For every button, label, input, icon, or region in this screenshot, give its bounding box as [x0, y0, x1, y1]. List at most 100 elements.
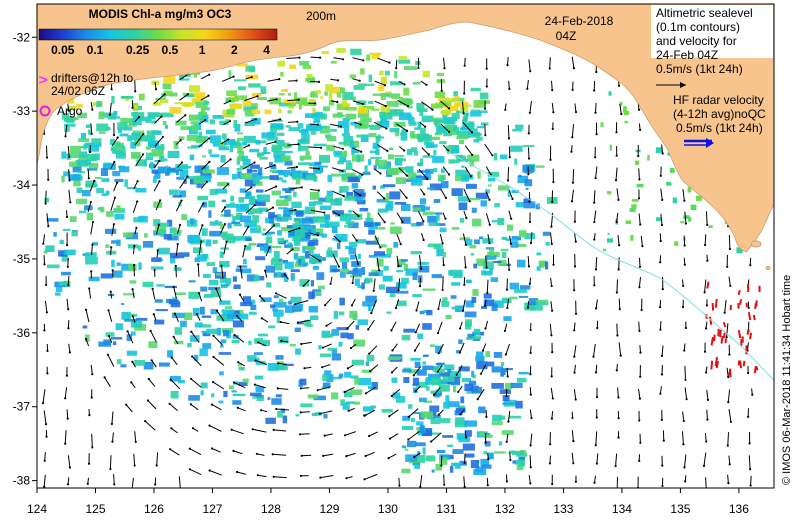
x-tick-label: 135: [670, 502, 690, 516]
velocity-vector: [395, 298, 400, 309]
chlorophyll-patch: [348, 222, 359, 229]
velocity-vector-head: [316, 389, 319, 392]
velocity-vector: [726, 323, 729, 338]
chlorophyll-patch: [61, 151, 67, 159]
chlorophyll-patch: [465, 300, 475, 308]
chlorophyll-patch: [290, 247, 300, 252]
velocity-vector: [684, 211, 687, 224]
chlorophyll-patch: [138, 245, 142, 251]
velocity-vector: [134, 116, 140, 123]
velocity-vector: [595, 166, 598, 179]
chlorophyll-patch: [331, 392, 339, 400]
velocity-vector: [352, 78, 360, 82]
chlorophyll-patch: [326, 250, 338, 258]
velocity-vector-head: [549, 158, 552, 161]
velocity-vector-head: [406, 129, 409, 132]
chlorophyll-patch: [232, 335, 239, 339]
velocity-vector: [392, 343, 398, 351]
chlorophyll-patch: [350, 48, 362, 56]
chlorophyll-patch: [442, 297, 448, 302]
chlorophyll-patch: [498, 441, 503, 446]
velocity-vector-head: [108, 113, 111, 116]
chlorophyll-patch: [209, 119, 215, 125]
chlorophyll-patch: [200, 382, 208, 389]
chlorophyll-patch: [446, 105, 459, 111]
chlorophyll-patch: [356, 134, 368, 138]
velocity-vector: [304, 366, 312, 369]
velocity-vector-head: [144, 420, 147, 423]
chlorophyll-patch: [236, 265, 248, 268]
velocity-vector-head: [616, 334, 619, 337]
velocity-vector-head: [414, 390, 417, 393]
chlorophyll-patch: [220, 277, 227, 284]
velocity-vector: [683, 235, 686, 246]
velocity-vector: [344, 386, 355, 393]
velocity-vector-head: [279, 320, 282, 324]
velocity-vector-head: [485, 85, 488, 88]
chlorophyll-patch: [414, 464, 421, 469]
velocity-vector: [309, 188, 319, 191]
velocity-vector-head: [150, 359, 153, 362]
chlorophyll-patch: [254, 274, 260, 282]
velocity-vector: [351, 234, 358, 241]
velocity-vector: [197, 203, 204, 213]
velocity-vector: [373, 168, 381, 174]
chlorophyll-patch: [312, 291, 316, 299]
velocity-vector-head: [294, 208, 297, 211]
chlorophyll-patch: [95, 176, 103, 179]
velocity-vector-head: [457, 390, 460, 393]
hf-radar-vector: [720, 335, 724, 344]
velocity-vector: [90, 222, 94, 235]
velocity-vector: [317, 386, 331, 391]
chlorophyll-patch: [64, 117, 71, 122]
velocity-vector-head: [44, 423, 48, 426]
chlorophyll-patch: [483, 270, 493, 276]
velocity-vector-head: [617, 84, 621, 87]
velocity-vector: [397, 99, 409, 107]
chlorophyll-patch: [338, 141, 348, 145]
chlorophyll-patch: [371, 53, 380, 60]
chlorophyll-patch: [188, 280, 196, 283]
velocity-vector-head: [228, 120, 232, 123]
chlorophyll-patch: [145, 119, 150, 123]
chlorophyll-patch: [476, 351, 484, 357]
velocity-vector: [286, 166, 297, 169]
chlorophyll-patch: [320, 353, 332, 358]
chlorophyll-patch: [535, 165, 545, 168]
chlorophyll-patch: [227, 236, 236, 244]
velocity-vector-head: [137, 116, 141, 119]
chlorophyll-patch: [295, 226, 305, 233]
velocity-vector: [462, 233, 467, 245]
velocity-vector-head: [570, 150, 573, 153]
velocity-vector: [571, 430, 574, 442]
chlorophyll-patch: [456, 136, 468, 140]
chlorophyll-patch: [270, 304, 276, 309]
velocity-vector: [442, 257, 445, 266]
chlorophyll-patch: [365, 295, 377, 303]
chlorophyll-patch: [332, 113, 343, 118]
chlorophyll-patch: [261, 132, 275, 139]
velocity-vector-head: [227, 138, 230, 141]
chlorophyll-patch: [402, 425, 414, 430]
velocity-vector: [374, 80, 386, 86]
velocity-vector-head: [463, 92, 466, 95]
chlorophyll-layer: [43, 43, 746, 476]
chlorophyll-patch: [262, 340, 270, 346]
chlorophyll-patch: [394, 155, 404, 158]
velocity-vector-head: [176, 243, 179, 246]
chlorophyll-patch: [600, 122, 604, 128]
chlorophyll-patch: [403, 263, 409, 271]
velocity-vector-head: [130, 381, 133, 384]
chlorophyll-patch: [408, 369, 420, 374]
velocity-vector: [482, 343, 487, 351]
velocity-vector-head: [485, 67, 488, 70]
velocity-vector: [595, 364, 598, 373]
chlorophyll-patch: [341, 100, 347, 107]
chlorophyll-patch: [295, 211, 304, 217]
velocity-vector-head: [704, 243, 707, 247]
velocity-vector-head: [458, 351, 461, 354]
chlorophyll-patch: [674, 241, 679, 246]
chlorophyll-patch: [457, 196, 469, 202]
chlorophyll-patch: [154, 299, 163, 303]
velocity-vector: [322, 364, 331, 368]
